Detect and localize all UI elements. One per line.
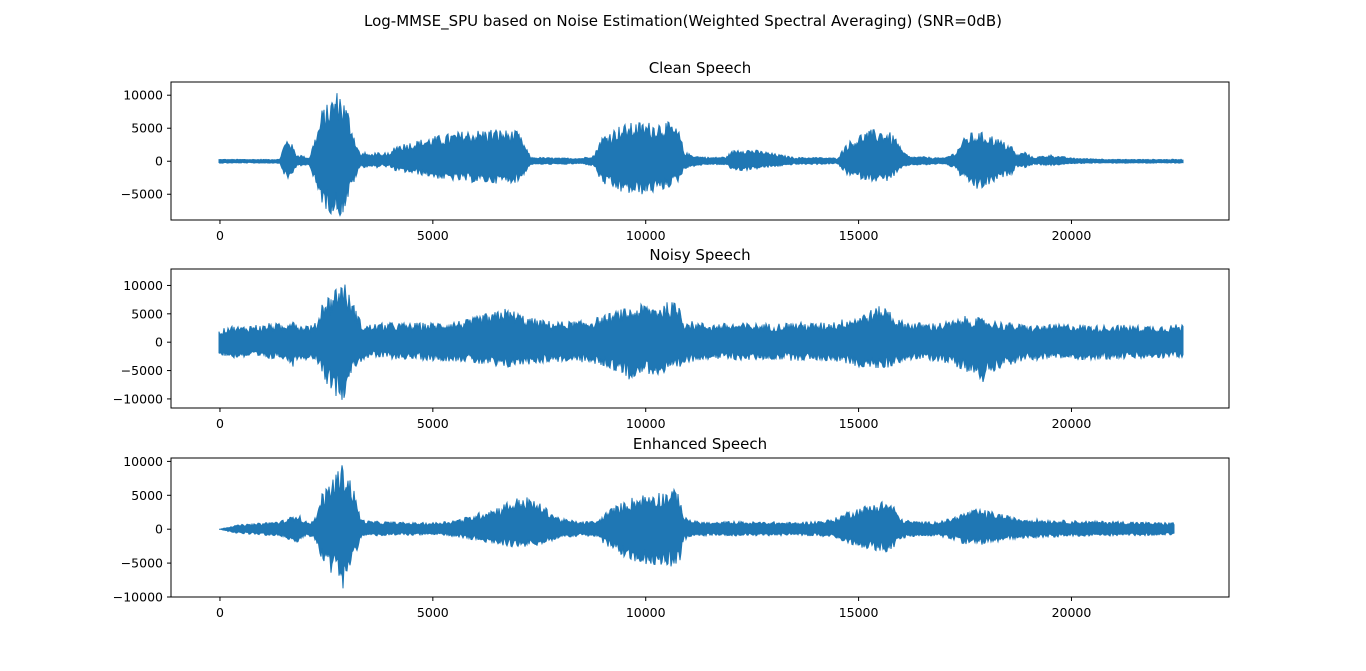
axes-frame	[170, 81, 1230, 221]
y-tick-label: −10000	[113, 590, 163, 605]
x-tick-label: 5000	[417, 228, 449, 243]
x-tick-label: 0	[216, 416, 224, 431]
x-tick-label: 15000	[839, 605, 879, 620]
y-tick-label: 5000	[131, 121, 163, 136]
axes-frame	[170, 457, 1230, 598]
subplot-panels: Clean Speech 0 5000 10000 15000 20000 −5000 0 50…	[113, 59, 1230, 620]
y-tick-label: 5000	[131, 306, 163, 321]
subplot-2: Noisy Speech 0 5000 10000 15000 20000 −10000 −5…	[113, 246, 1230, 431]
x-tick-label: 10000	[626, 228, 666, 243]
waveform-series	[219, 465, 1175, 589]
x-tick-label: 10000	[626, 605, 666, 620]
subplot-3: Enhanced Speech 0 5000 10000 15000 20000 −1000…	[113, 435, 1230, 620]
y-tick-label: −5000	[121, 363, 163, 378]
x-tick-label: 15000	[839, 416, 879, 431]
subplot-1: Clean Speech 0 5000 10000 15000 20000 −5000 0 50…	[121, 59, 1230, 243]
y-tick-label: 10000	[123, 278, 163, 293]
axes-frame	[170, 268, 1230, 409]
y-tick-label: 0	[155, 154, 163, 169]
y-tick-label: −5000	[121, 187, 163, 202]
x-tick-label: 5000	[417, 605, 449, 620]
subplot-title: Enhanced Speech	[633, 435, 767, 453]
figure-title: Log-MMSE_SPU based on Noise Estimation(W…	[364, 12, 1002, 31]
x-tick-label: 5000	[417, 416, 449, 431]
x-tick-label: 10000	[626, 416, 666, 431]
y-tick-label: 5000	[131, 488, 163, 503]
y-tick-label: 0	[155, 522, 163, 537]
y-tick-label: 10000	[123, 454, 163, 469]
y-tick-label: −5000	[121, 556, 163, 571]
x-tick-label: 20000	[1052, 416, 1092, 431]
x-tick-label: 20000	[1052, 228, 1092, 243]
x-tick-label: 0	[216, 605, 224, 620]
waveform-series	[218, 284, 1184, 400]
y-tick-label: 10000	[123, 88, 163, 103]
x-tick-label: 15000	[839, 228, 879, 243]
y-tick-label: −10000	[113, 391, 163, 406]
waveform-series	[218, 93, 1184, 217]
x-tick-label: 0	[216, 228, 224, 243]
subplot-title: Clean Speech	[649, 59, 752, 77]
y-tick-label: 0	[155, 335, 163, 350]
x-tick-label: 20000	[1052, 605, 1092, 620]
subplot-title: Noisy Speech	[649, 246, 750, 264]
